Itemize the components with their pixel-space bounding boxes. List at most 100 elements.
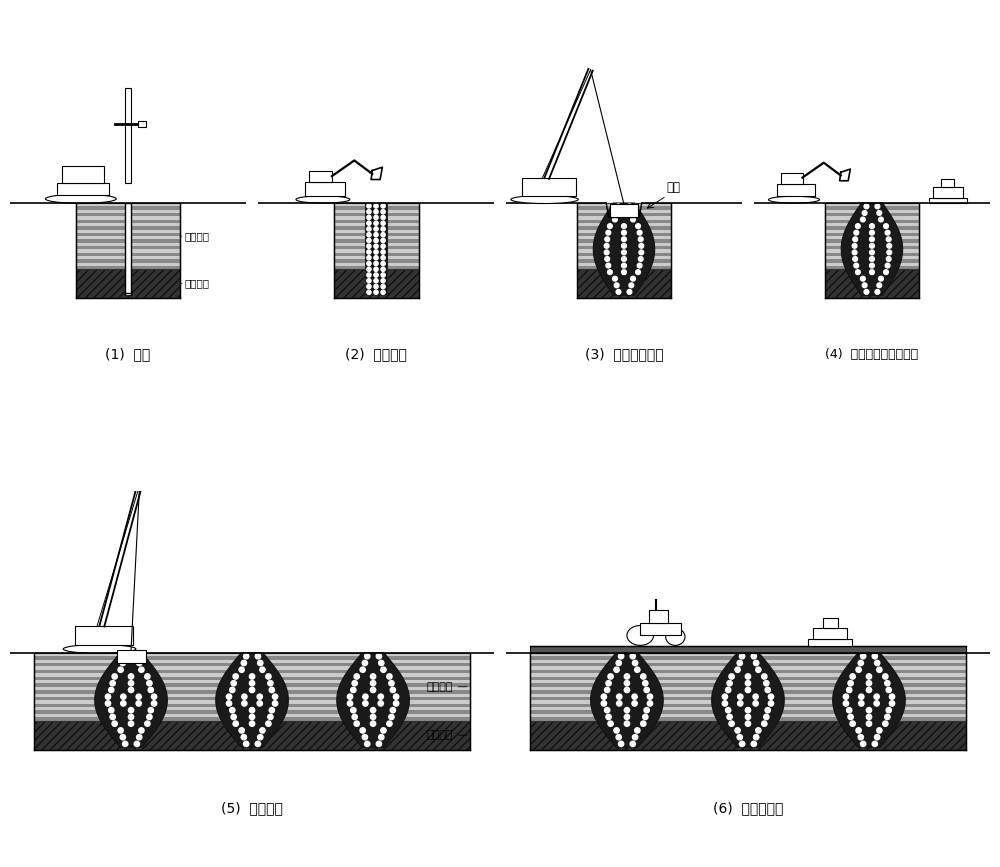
Bar <box>825 210 919 213</box>
Circle shape <box>381 667 386 673</box>
Circle shape <box>255 741 261 746</box>
Circle shape <box>601 701 607 706</box>
Text: (6)  铺设褥垫层: (6) 铺设褥垫层 <box>713 801 783 815</box>
Circle shape <box>381 204 385 208</box>
Circle shape <box>624 674 630 679</box>
Circle shape <box>853 257 858 261</box>
Circle shape <box>884 270 888 275</box>
Text: 夯坑: 夯坑 <box>666 180 680 193</box>
Circle shape <box>768 694 774 700</box>
Circle shape <box>151 701 157 706</box>
Text: (5)  满夯施工: (5) 满夯施工 <box>221 801 283 815</box>
Circle shape <box>147 714 152 720</box>
Bar <box>34 653 470 720</box>
Bar <box>530 653 966 656</box>
Bar <box>577 243 671 246</box>
Bar <box>825 259 919 263</box>
Circle shape <box>870 237 874 242</box>
Circle shape <box>866 721 872 727</box>
Circle shape <box>870 224 874 228</box>
Circle shape <box>381 290 385 295</box>
Circle shape <box>118 667 123 673</box>
Circle shape <box>367 250 371 254</box>
Bar <box>522 178 576 196</box>
Circle shape <box>367 232 371 237</box>
Bar <box>825 230 919 233</box>
Circle shape <box>606 264 611 268</box>
Text: 软弱土层: 软弱土层 <box>426 681 467 692</box>
Polygon shape <box>216 653 288 747</box>
Circle shape <box>381 267 385 271</box>
Bar <box>34 710 470 714</box>
Circle shape <box>393 701 399 706</box>
Bar <box>825 256 919 259</box>
Circle shape <box>239 727 244 733</box>
Bar <box>334 219 419 223</box>
Bar <box>825 243 919 246</box>
Circle shape <box>614 727 619 733</box>
Bar <box>76 213 180 216</box>
Circle shape <box>374 250 378 254</box>
Bar <box>34 714 470 717</box>
Circle shape <box>379 661 384 666</box>
Bar <box>76 219 180 223</box>
Circle shape <box>381 210 385 214</box>
Bar <box>117 650 146 662</box>
Circle shape <box>874 694 879 700</box>
Circle shape <box>631 217 635 222</box>
Circle shape <box>875 661 880 666</box>
Circle shape <box>249 707 255 713</box>
Bar <box>577 230 671 233</box>
Circle shape <box>120 734 125 740</box>
Circle shape <box>128 714 134 720</box>
Bar <box>610 205 638 218</box>
Circle shape <box>866 681 872 686</box>
Circle shape <box>737 661 742 666</box>
Bar <box>577 206 671 210</box>
Bar <box>62 166 104 183</box>
Circle shape <box>644 688 649 693</box>
Bar <box>577 246 671 250</box>
Circle shape <box>726 707 731 713</box>
Circle shape <box>387 721 392 727</box>
Circle shape <box>255 654 261 659</box>
Circle shape <box>622 244 626 248</box>
Circle shape <box>745 674 751 679</box>
Bar <box>334 203 419 269</box>
Bar <box>34 680 470 683</box>
Circle shape <box>352 681 357 686</box>
Circle shape <box>374 278 378 283</box>
Circle shape <box>381 250 385 254</box>
Bar <box>334 246 419 250</box>
Circle shape <box>643 714 648 720</box>
Circle shape <box>866 707 872 713</box>
Circle shape <box>239 667 244 673</box>
Circle shape <box>249 688 255 693</box>
Circle shape <box>877 211 882 215</box>
Bar <box>825 219 919 223</box>
Circle shape <box>616 204 621 209</box>
Circle shape <box>764 714 769 720</box>
Ellipse shape <box>627 625 654 645</box>
Bar <box>76 203 180 269</box>
Circle shape <box>381 232 385 237</box>
Circle shape <box>604 250 609 255</box>
Bar <box>808 639 852 646</box>
Bar <box>825 250 919 252</box>
Bar <box>334 206 419 210</box>
Circle shape <box>885 264 890 268</box>
Bar <box>76 250 180 252</box>
Circle shape <box>231 714 236 720</box>
Circle shape <box>374 261 378 265</box>
Circle shape <box>622 250 626 255</box>
Bar <box>76 269 180 297</box>
Circle shape <box>883 721 888 727</box>
Polygon shape <box>337 653 409 747</box>
Bar <box>577 219 671 223</box>
Bar <box>334 266 419 269</box>
Circle shape <box>858 734 863 740</box>
Bar <box>929 198 967 203</box>
Circle shape <box>381 278 385 283</box>
Circle shape <box>109 707 114 713</box>
Bar <box>825 223 919 226</box>
